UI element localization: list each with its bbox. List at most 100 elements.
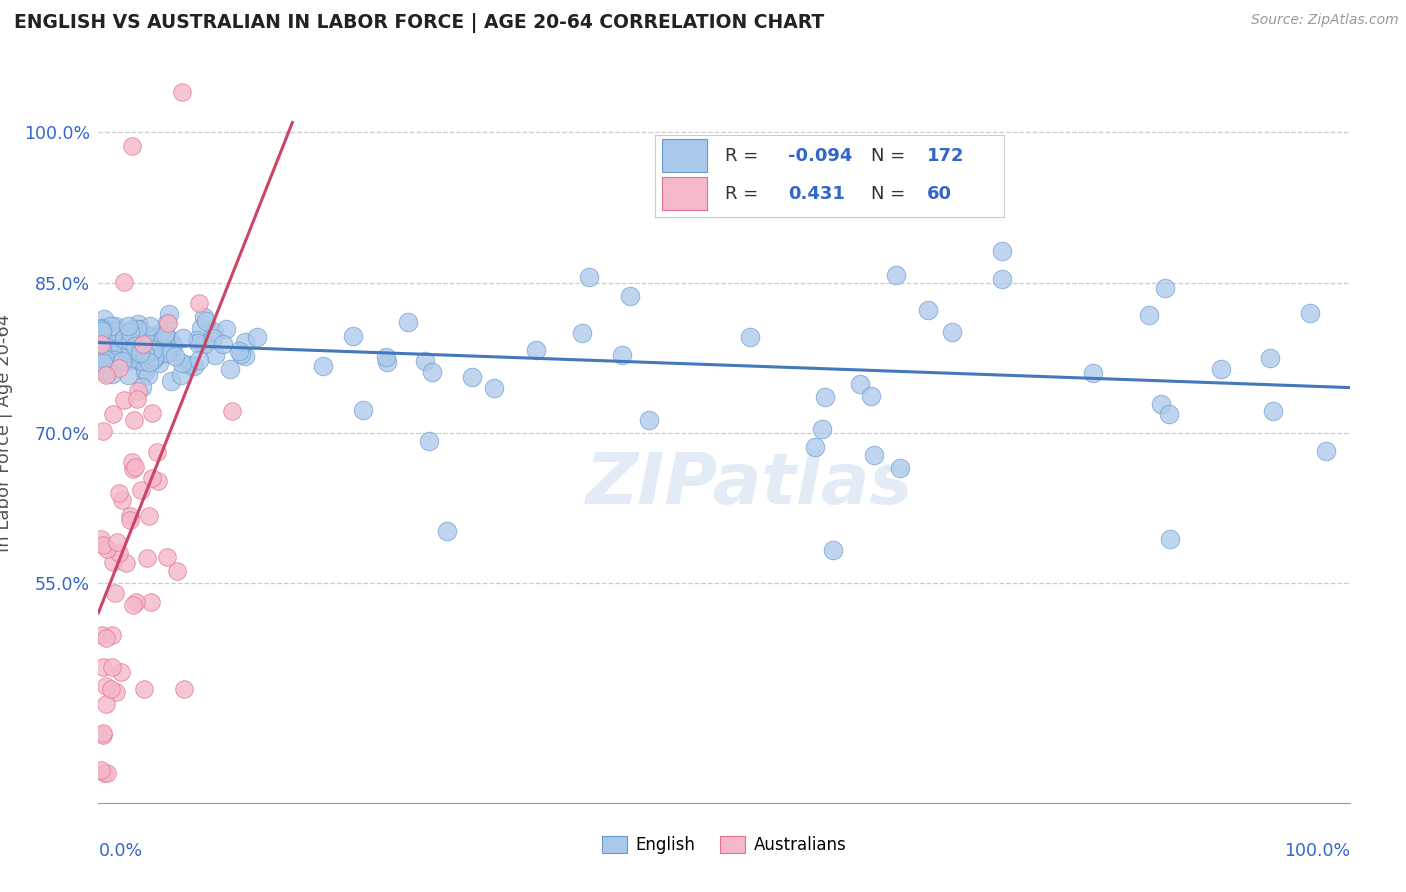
Point <box>204 348 226 362</box>
Point <box>127 384 149 399</box>
Point <box>96 366 118 380</box>
Point <box>94 344 117 359</box>
Point <box>215 322 238 336</box>
Point <box>93 311 115 326</box>
Point <box>100 682 122 697</box>
Point <box>1083 366 1105 380</box>
Point <box>134 334 156 348</box>
Point <box>134 365 156 379</box>
Point <box>183 359 205 373</box>
Point <box>129 346 152 360</box>
Point <box>136 368 159 382</box>
Point <box>143 330 166 344</box>
Point <box>160 375 183 389</box>
Point <box>90 764 112 778</box>
Point <box>420 365 443 379</box>
Point <box>101 367 124 381</box>
Point <box>110 665 132 679</box>
Point <box>125 351 148 365</box>
Point <box>1258 351 1281 365</box>
Point <box>117 348 139 362</box>
Point <box>107 546 129 560</box>
Point <box>101 555 124 569</box>
Point <box>152 330 174 344</box>
Point <box>170 86 193 100</box>
Point <box>105 324 128 338</box>
Point <box>991 244 1014 259</box>
Point <box>120 333 142 347</box>
Point <box>413 354 436 368</box>
Point <box>108 343 131 357</box>
Point <box>138 329 160 343</box>
Point <box>157 307 180 321</box>
Text: 172: 172 <box>927 147 965 165</box>
Point <box>131 353 153 368</box>
Point <box>142 343 165 357</box>
Point <box>118 513 141 527</box>
Text: 0.431: 0.431 <box>787 185 845 202</box>
Point <box>115 351 138 366</box>
Point <box>193 310 215 324</box>
Point <box>134 328 156 343</box>
Point <box>132 336 155 351</box>
Point <box>94 368 117 383</box>
Point <box>111 354 134 368</box>
Point <box>117 318 139 333</box>
Point <box>112 276 135 290</box>
Point <box>1153 280 1175 294</box>
Point <box>229 346 252 360</box>
Point <box>91 660 114 674</box>
Point <box>90 347 112 361</box>
Point <box>233 335 256 350</box>
Point <box>108 352 131 367</box>
Point <box>941 325 963 339</box>
Point <box>118 346 141 360</box>
Point <box>103 353 125 368</box>
Point <box>90 349 112 363</box>
Point <box>917 303 939 318</box>
Point <box>173 331 195 345</box>
Point <box>118 334 141 348</box>
Point <box>821 542 844 557</box>
Point <box>100 319 122 334</box>
Point <box>610 348 633 362</box>
Point <box>141 595 163 609</box>
Point <box>96 765 118 780</box>
Point <box>436 524 458 538</box>
Point <box>211 337 233 351</box>
Point <box>98 330 121 344</box>
Point <box>90 321 112 335</box>
Point <box>112 392 135 407</box>
Point <box>96 364 118 378</box>
Point <box>218 361 240 376</box>
Point <box>114 330 136 344</box>
Point <box>128 322 150 336</box>
Point <box>148 356 170 370</box>
Point <box>160 344 183 359</box>
Point <box>195 314 218 328</box>
Point <box>93 343 115 358</box>
Point <box>120 325 142 339</box>
Point <box>118 508 141 523</box>
Point <box>105 354 128 368</box>
Point <box>1159 532 1181 546</box>
Point <box>121 455 143 469</box>
Point <box>524 343 547 357</box>
Point <box>117 354 139 368</box>
Point <box>1150 397 1173 411</box>
Text: Source: ZipAtlas.com: Source: ZipAtlas.com <box>1251 13 1399 28</box>
Point <box>93 765 115 780</box>
Point <box>124 339 146 353</box>
Point <box>146 474 169 488</box>
Point <box>124 343 146 357</box>
Text: N =: N = <box>872 185 911 202</box>
Point <box>132 344 155 359</box>
Point <box>352 403 374 417</box>
Point <box>193 336 215 351</box>
Point <box>138 355 160 369</box>
Point <box>90 320 112 334</box>
Point <box>233 349 256 363</box>
Point <box>173 682 195 697</box>
Point <box>90 324 112 338</box>
Point <box>848 376 870 391</box>
